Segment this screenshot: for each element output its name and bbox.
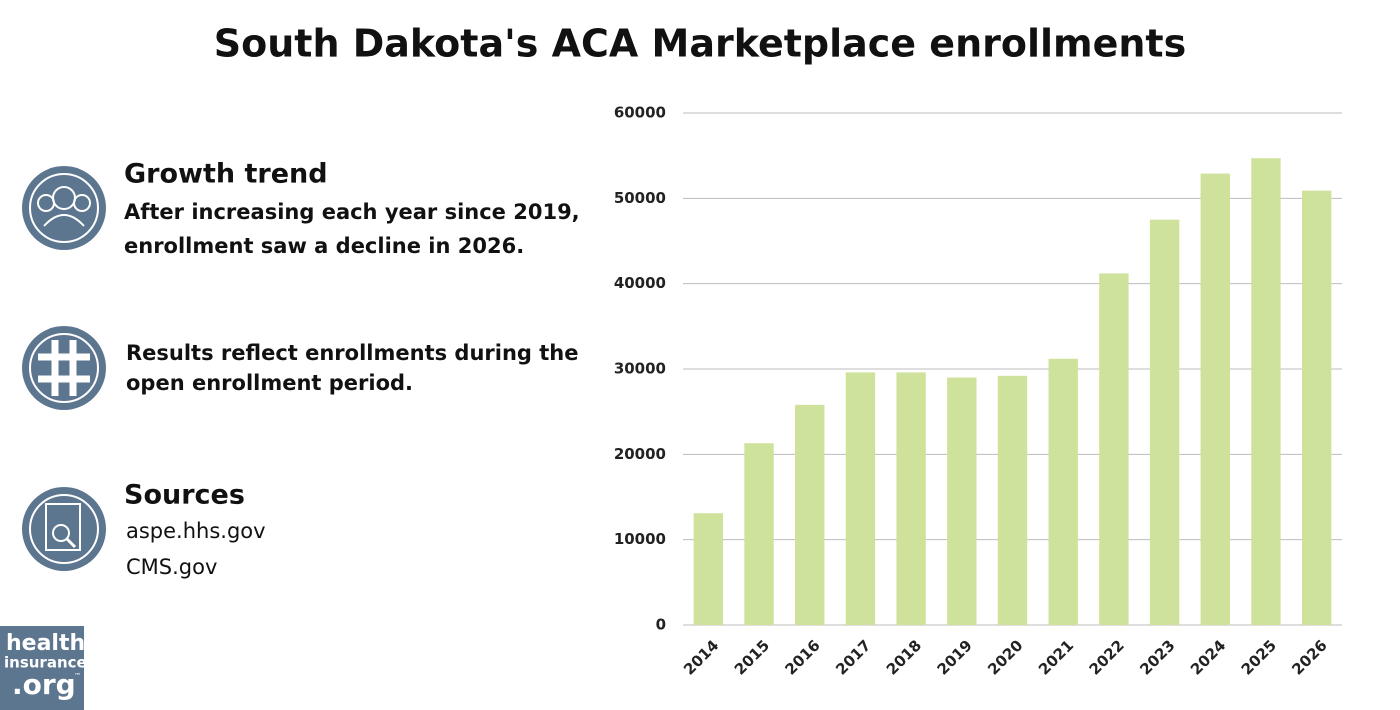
y-tick-label: 10000 xyxy=(614,530,666,548)
bar xyxy=(1149,219,1180,625)
bar xyxy=(997,375,1028,625)
bar xyxy=(1048,358,1078,625)
info-heading: Sources xyxy=(124,480,245,511)
x-tick-label: 2022 xyxy=(1086,636,1128,678)
y-tick-label: 60000 xyxy=(614,104,666,122)
x-tick-label: 2025 xyxy=(1238,636,1280,678)
bar xyxy=(1099,273,1129,625)
info-text: Results reflect enrollments during the xyxy=(126,341,578,365)
bar xyxy=(845,372,876,625)
bar xyxy=(1251,158,1281,625)
source: CMS.gov xyxy=(126,555,217,579)
x-tick-label: 2020 xyxy=(984,636,1026,678)
bar xyxy=(744,443,774,625)
icon-people xyxy=(22,166,106,250)
y-tick-label: 30000 xyxy=(614,360,666,378)
chart-title: South Dakota's ACA Marketplace enrollmen… xyxy=(214,22,1186,66)
y-tick-label: 50000 xyxy=(614,189,666,207)
x-tick-label: 2019 xyxy=(934,636,976,678)
logo-mark: ™ xyxy=(74,672,81,680)
logo: health insurance .org ™ xyxy=(0,626,87,710)
icon-document xyxy=(22,487,106,571)
y-tick-label: 0 xyxy=(656,616,666,634)
info-heading: Growth trend xyxy=(124,159,328,190)
x-tick-label: 2018 xyxy=(883,636,925,678)
x-tick-label: 2021 xyxy=(1035,636,1077,678)
x-tick-label: 2023 xyxy=(1136,636,1178,678)
logo-text: insurance xyxy=(4,654,87,672)
y-tick-label: 40000 xyxy=(614,274,666,292)
x-tick-label: 2024 xyxy=(1187,636,1229,678)
bar xyxy=(693,513,724,625)
x-tick-label: 2016 xyxy=(781,636,823,678)
x-tick-label: 2017 xyxy=(832,636,874,678)
x-tick-label: 2026 xyxy=(1288,636,1330,678)
logo-text: health xyxy=(6,631,85,656)
bar xyxy=(795,404,825,625)
logo-text: .org xyxy=(12,668,76,701)
bar xyxy=(947,377,977,625)
info-text: After increasing each year since 2019, xyxy=(124,200,580,224)
source: aspe.hhs.gov xyxy=(126,519,266,543)
x-tick-label: 2014 xyxy=(680,636,722,678)
x-tick-label: 2015 xyxy=(731,636,773,678)
info-text: enrollment saw a decline in 2026. xyxy=(124,234,524,258)
y-tick-label: 20000 xyxy=(614,445,666,463)
icon-hash xyxy=(22,326,106,410)
bar xyxy=(896,372,926,625)
info-text: open enrollment period. xyxy=(126,371,413,395)
bar xyxy=(1200,173,1230,625)
bar xyxy=(1301,190,1332,626)
